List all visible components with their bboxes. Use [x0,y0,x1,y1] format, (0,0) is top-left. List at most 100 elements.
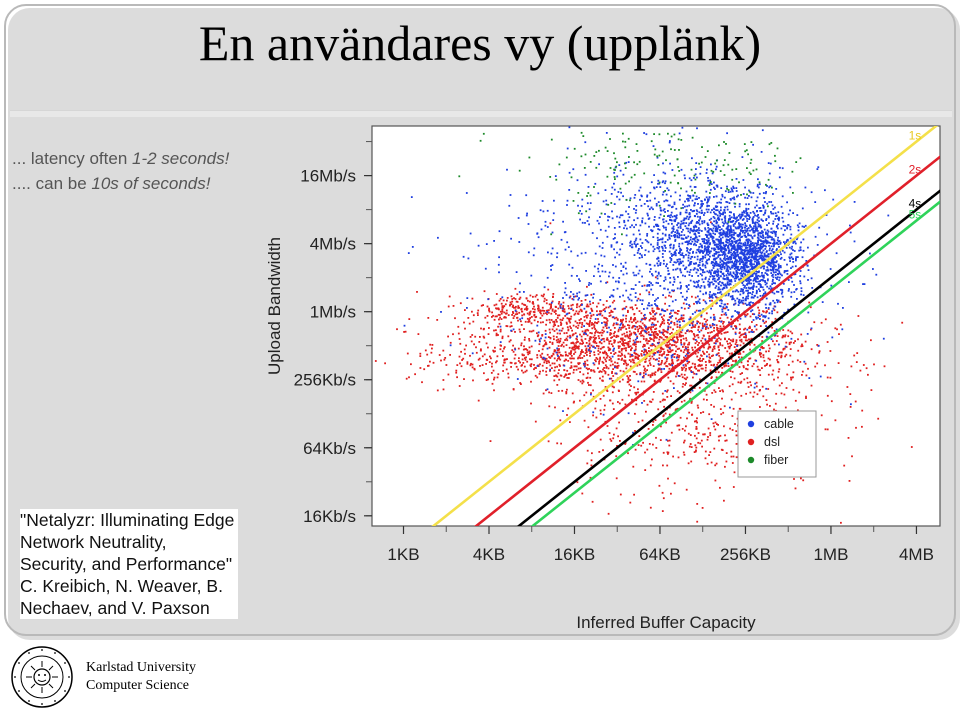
data-point [663,319,665,322]
data-point [676,424,679,427]
data-point [687,224,690,227]
data-point [701,222,704,225]
data-point [757,214,759,216]
data-point [719,317,722,320]
data-point [666,308,669,311]
data-point [675,217,678,219]
data-point [702,433,704,436]
data-point [717,282,720,285]
data-point [595,322,598,324]
data-point [713,389,716,392]
data-point [638,310,641,312]
data-point [741,213,743,216]
data-point [547,336,550,338]
data-point [741,302,744,304]
data-point [556,341,559,344]
data-point [747,282,749,285]
data-point [663,208,666,210]
data-point [526,312,529,315]
data-point [777,243,780,246]
data-point [580,326,583,328]
data-point [701,257,704,260]
data-point [752,210,755,213]
data-point [642,441,644,444]
data-point [694,233,697,236]
data-point [579,371,581,373]
data-point [694,326,696,328]
data-point [651,331,653,333]
data-point [792,388,795,391]
data-point [522,362,525,364]
data-point [605,300,608,302]
data-point [557,372,560,375]
data-point [848,281,850,283]
data-point [651,374,654,377]
data-point [788,343,791,346]
data-point [458,385,461,387]
data-point [581,323,584,326]
data-point [539,370,541,373]
data-point [615,365,618,368]
data-point [733,216,736,219]
data-point [764,212,766,215]
data-point [746,381,749,384]
data-point [735,269,738,272]
data-point [716,363,719,366]
y-tick-label: 256Kb/s [294,371,356,390]
data-point [696,520,699,523]
data-point [770,272,773,274]
data-point [781,274,783,277]
data-point [710,404,713,406]
data-point [772,222,774,225]
data-point [509,303,512,306]
data-point [631,308,634,311]
data-point [724,338,726,341]
data-point [740,225,742,228]
data-point [767,308,770,310]
data-point [713,212,716,215]
data-point [493,304,496,307]
data-point [695,367,698,370]
data-point [616,323,619,326]
data-point [626,375,629,377]
data-point [499,316,501,319]
data-point [603,367,605,369]
data-point [675,375,677,378]
data-point [661,245,663,248]
data-point [694,224,697,227]
data-point [734,222,736,225]
data-point [686,376,689,379]
data-point [649,344,652,347]
data-point [424,349,427,352]
data-point [583,319,586,322]
data-point [670,309,673,312]
data-point [697,203,699,205]
data-point [664,361,667,364]
data-point [747,295,750,297]
data-point [576,306,578,309]
data-point [502,370,504,372]
data-point [709,331,712,334]
data-point [705,260,708,263]
data-point [491,382,494,385]
data-point [760,240,762,242]
data-point [696,421,698,424]
data-point [602,356,605,359]
data-point [667,351,670,353]
data-point [670,258,673,260]
data-point [609,399,612,402]
data-point [642,318,645,320]
data-point [559,332,561,335]
data-point [698,219,700,222]
data-point [726,316,729,319]
data-point [681,222,684,225]
data-point [733,232,736,235]
data-point [700,209,703,212]
data-point [589,476,592,479]
data-point [739,328,741,330]
data-point [628,320,631,323]
data-point [590,336,593,339]
data-point [488,361,491,363]
data-point [759,244,762,247]
data-point [697,284,699,286]
